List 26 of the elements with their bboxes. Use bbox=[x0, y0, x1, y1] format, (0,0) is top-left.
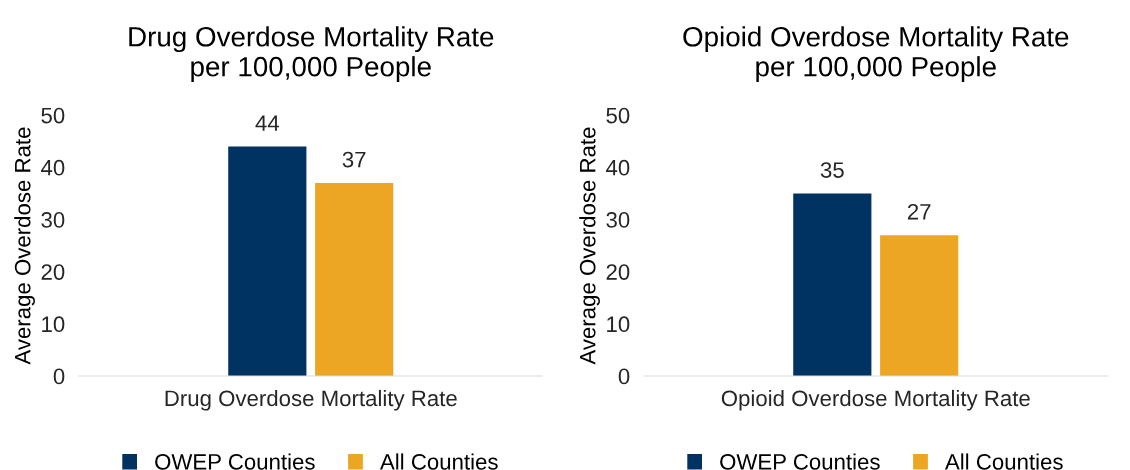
y-tick-label: 40 bbox=[606, 159, 630, 176]
y-axis-title: Average Overdose Rate bbox=[14, 127, 35, 365]
y-tick-label: 50 bbox=[606, 107, 630, 124]
data-label: 27 bbox=[907, 203, 931, 220]
chart-title: per 100,000 People bbox=[756, 56, 996, 83]
category-label: Drug Overdose Mortality Rate bbox=[165, 389, 457, 411]
legend-label: All Counties bbox=[944, 453, 1063, 470]
category-label: Opioid Overdose Mortality Rate bbox=[721, 389, 1030, 411]
chart-title: per 100,000 People bbox=[191, 56, 431, 83]
y-tick-label: 10 bbox=[42, 316, 65, 333]
y-axis-title: Average Overdose Rate bbox=[579, 127, 600, 365]
data-label: 37 bbox=[342, 151, 366, 168]
legend-label: OWEP Counties bbox=[720, 453, 880, 470]
y-tick-label: 30 bbox=[41, 212, 65, 228]
y-tick-label: 40 bbox=[41, 159, 65, 176]
y-tick-label: 20 bbox=[606, 264, 630, 280]
y-tick-label: 0 bbox=[618, 368, 630, 385]
y-tick-label: 30 bbox=[606, 212, 630, 228]
y-tick-label: 50 bbox=[41, 107, 65, 124]
legend-label: All Counties bbox=[379, 453, 498, 470]
data-label: 44 bbox=[255, 115, 280, 131]
y-tick-label: 0 bbox=[53, 368, 65, 385]
y-tick-label: 10 bbox=[607, 316, 630, 333]
data-label: 35 bbox=[820, 162, 844, 178]
y-tick-label: 20 bbox=[41, 264, 65, 280]
legend-label: OWEP Counties bbox=[155, 453, 315, 470]
